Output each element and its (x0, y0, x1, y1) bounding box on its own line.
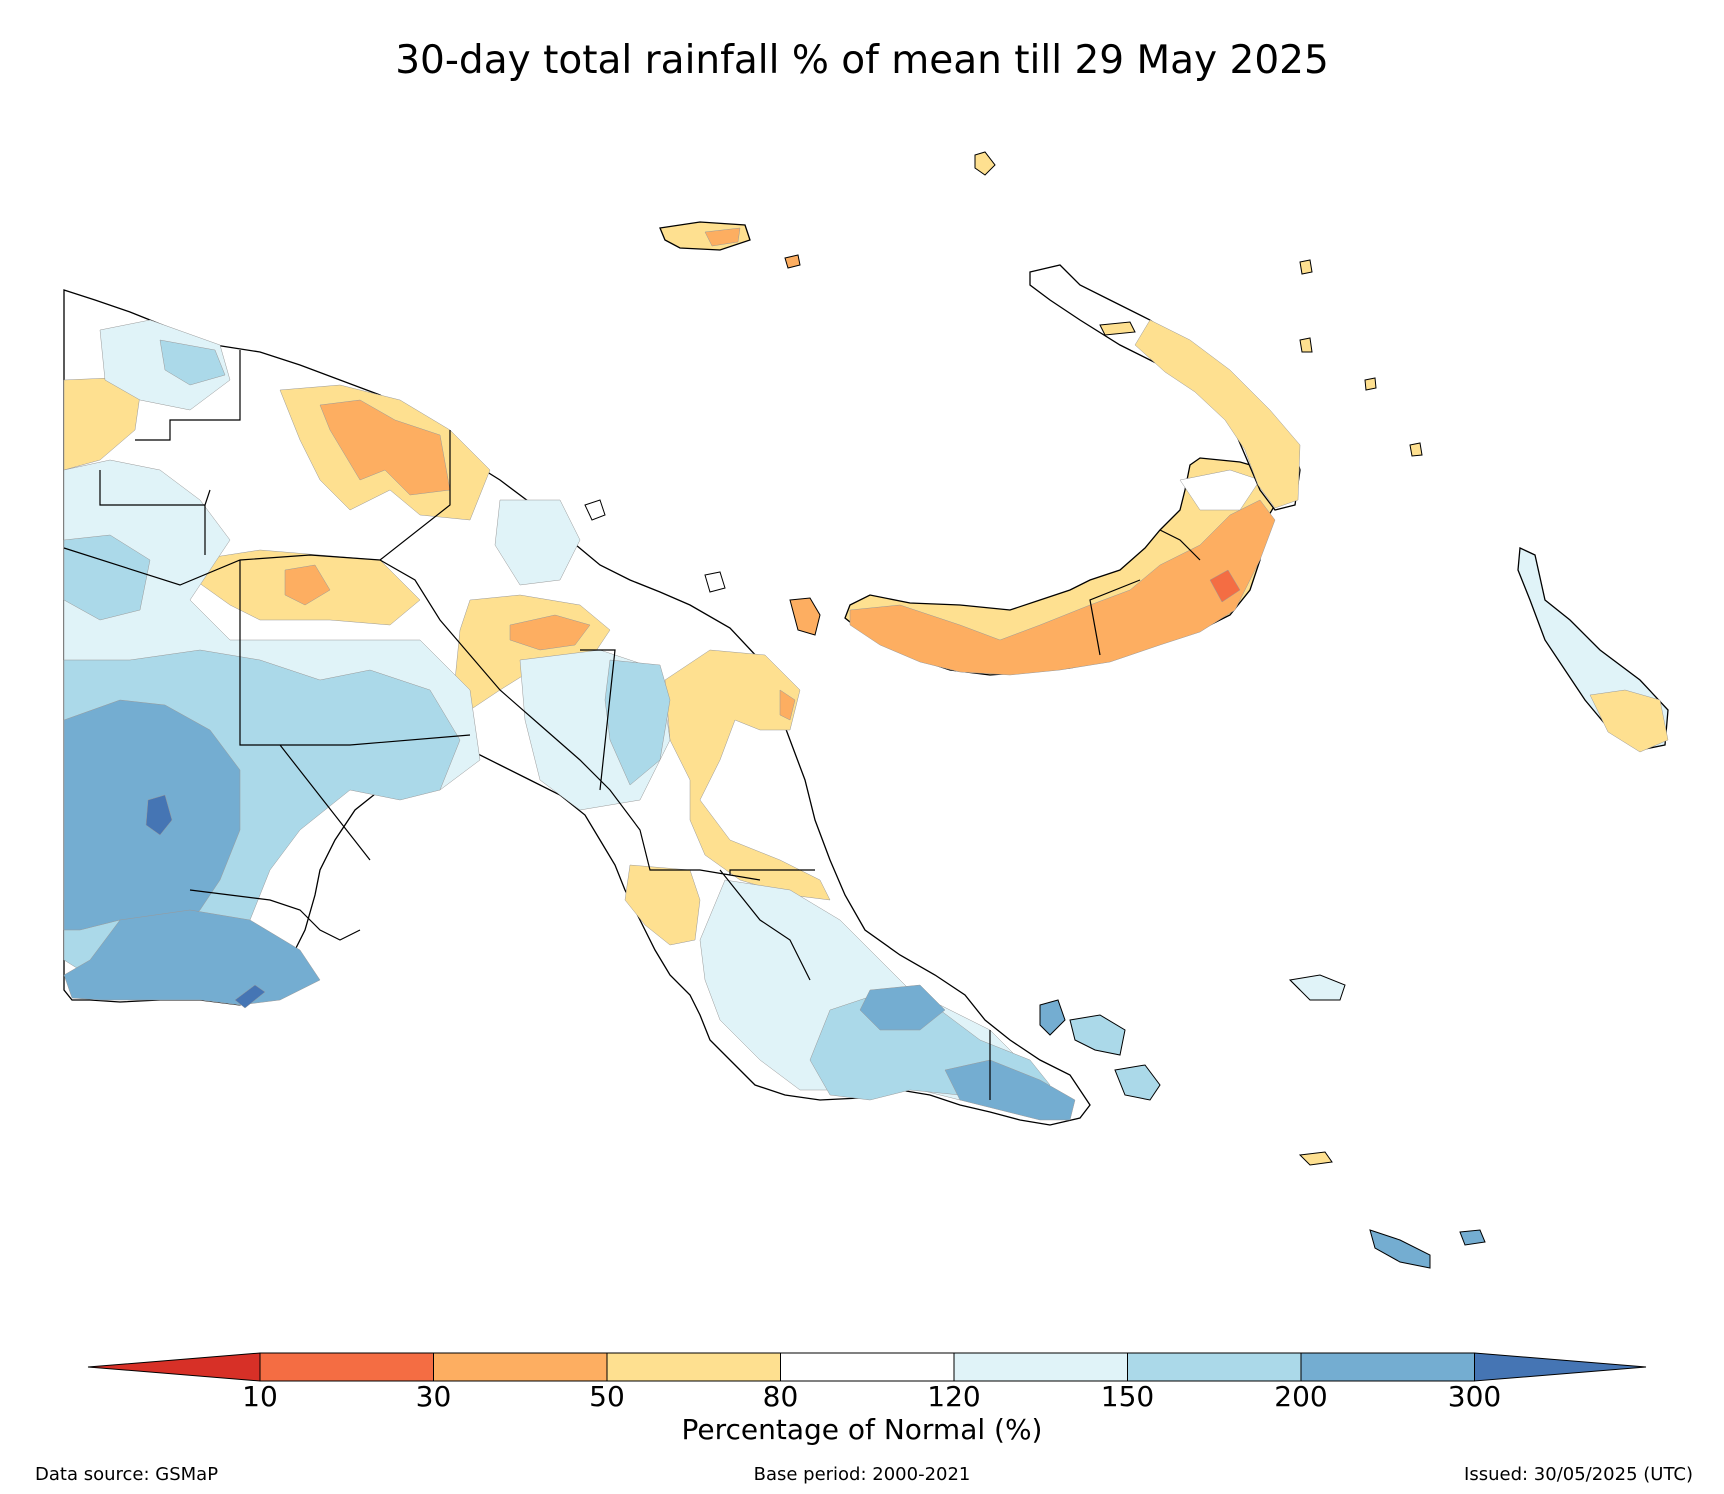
issued-date-note: Issued: 30/05/2025 (UTC) (1464, 1464, 1693, 1485)
bougainville (1517, 547, 1669, 753)
zone-200-300-papua-east (944, 1059, 1076, 1121)
colorbar-bin-30-50 (433, 1352, 608, 1382)
zone-150-200-center (604, 659, 671, 786)
zone-above-300-a (145, 794, 173, 836)
new-ireland-50-80 (1134, 319, 1301, 509)
zone-200-300-fly (63, 909, 321, 1006)
long-island (789, 597, 821, 636)
nissan-island (1409, 442, 1423, 457)
colorbar-tick-label: 80 (762, 1380, 799, 1413)
zone-above-300-b (234, 984, 266, 1009)
data-source-note: Data source: GSMaP (35, 1464, 219, 1485)
colorbar-label: Percentage of Normal (%) (681, 1413, 1043, 1446)
base-period-note: Base period: 2000-2021 (753, 1464, 971, 1485)
zone-200-300-papua (859, 984, 946, 1031)
zone-150-200-west (63, 534, 151, 621)
new-britain-10-30 (1209, 569, 1241, 603)
colorbar-tick-label: 50 (589, 1380, 625, 1413)
new-ireland (1029, 264, 1301, 511)
small-island-orange (784, 254, 801, 269)
colorbar-tick-label: 120 (927, 1380, 981, 1413)
zone-50-80-central (624, 864, 701, 946)
feni-island (1299, 259, 1313, 275)
new-britain (844, 457, 1286, 676)
tanga-island (1299, 337, 1313, 353)
colorbar-tick-label: 30 (415, 1380, 452, 1413)
mussau-island (974, 151, 996, 176)
karkar-island (584, 499, 606, 521)
zone-30-50-madang (509, 614, 591, 651)
misima-island (1298, 1151, 1333, 1166)
colorbar-bin-50-80 (606, 1352, 781, 1382)
woodlark-island (1288, 974, 1346, 1001)
zone-30-50-east-sepik (319, 399, 451, 496)
manus-30-50 (704, 227, 741, 247)
fly-river (189, 889, 361, 941)
colorbar-tick-label: 200 (1274, 1380, 1328, 1413)
colorbar-tick-label: 10 (242, 1380, 278, 1413)
buka-small (1364, 377, 1377, 391)
colorbar (87, 1352, 1647, 1382)
umboi-island (704, 571, 726, 593)
zone-120-150-east (494, 499, 581, 586)
mainland (63, 289, 1091, 1126)
new-britain-boundary (1089, 529, 1201, 656)
colorbar-bin-80-120 (780, 1352, 955, 1382)
new-hanover (1099, 321, 1136, 336)
new-britain-white (1179, 469, 1261, 511)
colorbar-tick-label: 150 (1100, 1380, 1155, 1413)
colorbar-extend-high (1474, 1352, 1647, 1382)
zone-30-50-coast (779, 689, 796, 721)
map-title: 30-day total rainfall % of mean till 29 … (395, 38, 1329, 83)
new-ireland-outline (1029, 264, 1301, 511)
sudest-island (1369, 1229, 1431, 1269)
zone-150-200-north (159, 339, 226, 386)
trobriand-island (1289, 979, 1301, 991)
bougainville-50-80 (1589, 689, 1669, 753)
rossel-island (1459, 1229, 1486, 1246)
colorbar-bin-10-30 (259, 1352, 434, 1382)
new-britain-30-50 (849, 499, 1276, 676)
normanby-island (1114, 1064, 1161, 1101)
colorbar-bin-150-200 (1127, 1352, 1302, 1382)
goodenough-island (1039, 999, 1066, 1036)
colorbar-bin-120-150 (953, 1352, 1128, 1382)
colorbar-bin-200-300 (1300, 1352, 1475, 1382)
colorbar-tick-label: 300 (1447, 1380, 1502, 1413)
province-boundaries (63, 350, 991, 1100)
colorbar-extend-low (87, 1352, 261, 1382)
fergusson-island (1069, 1014, 1126, 1056)
zone-30-50-highlands (284, 564, 331, 606)
